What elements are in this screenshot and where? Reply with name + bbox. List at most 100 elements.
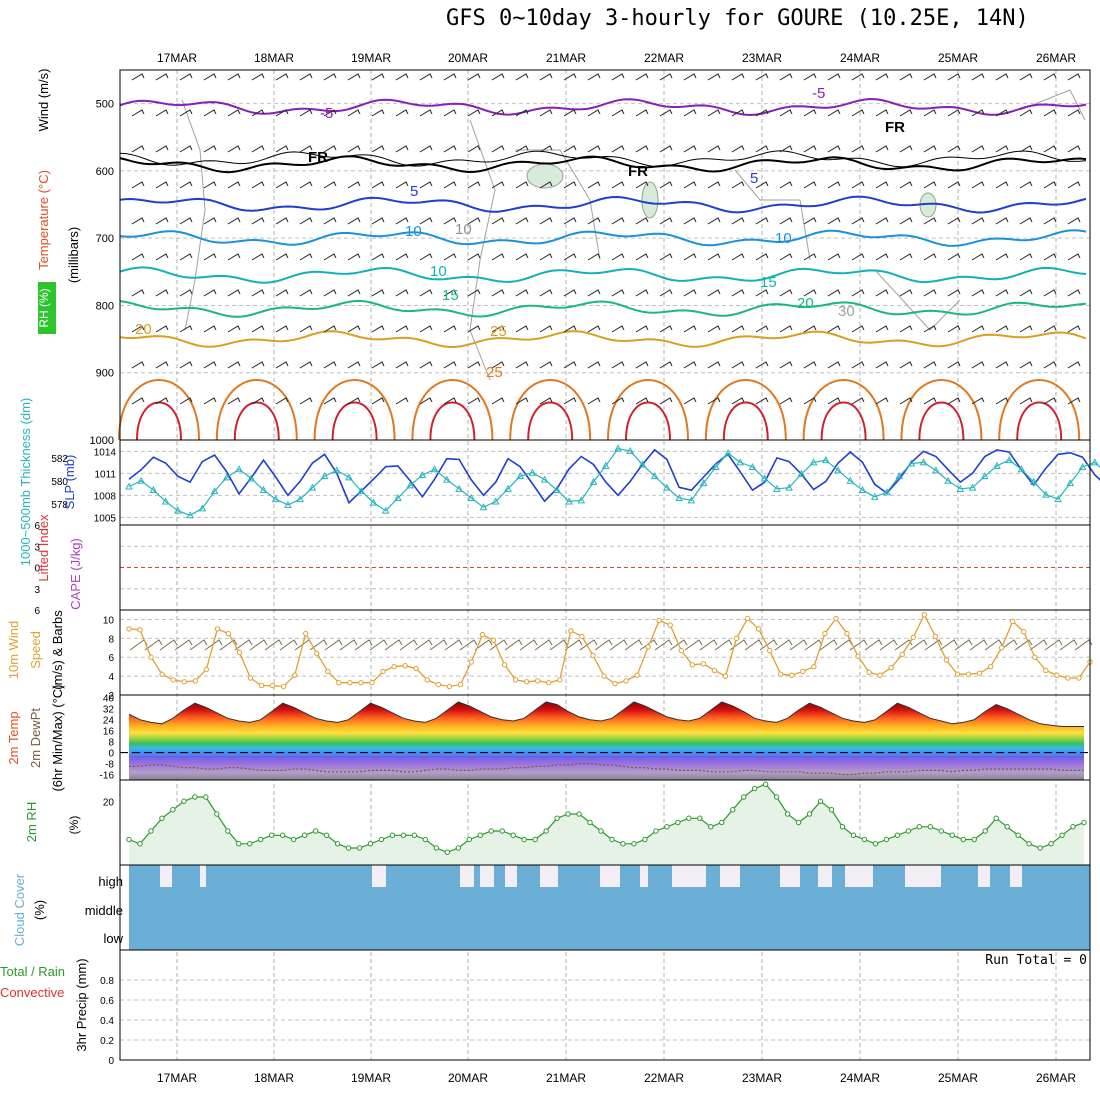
thickness-point [589, 477, 598, 485]
wind-barb [467, 145, 481, 153]
wind-barb-10m [489, 639, 508, 651]
wind-barb [827, 325, 841, 333]
wind-barb [683, 325, 697, 333]
wind-barb [659, 253, 673, 261]
rh-point [927, 824, 934, 830]
cold-band [129, 755, 1084, 780]
wind-barb [779, 217, 793, 225]
thickness-point [1005, 456, 1014, 464]
wind-barb-10m [579, 639, 598, 651]
wind-barb [203, 181, 217, 189]
wind-barb [275, 361, 289, 369]
wind-barb [347, 181, 361, 189]
rh-point [664, 824, 670, 830]
wind-barb [947, 361, 961, 369]
contour-label: 25 [490, 323, 507, 340]
thickness-point [553, 485, 561, 493]
wind-speed-point [678, 647, 684, 654]
wind-barb-10m [594, 639, 613, 651]
wind-barb [395, 325, 409, 333]
wind-speed-point [280, 683, 287, 690]
wind-barb [995, 289, 1009, 297]
rh-point [543, 828, 549, 834]
wind-speed-point [634, 672, 640, 678]
wind-barb-10m [249, 639, 268, 651]
date-label-top: 21MAR [546, 51, 586, 65]
date-label-bottom: 19MAR [351, 1071, 391, 1085]
wind-barb [299, 109, 313, 117]
date-label-bottom: 18MAR [254, 1071, 294, 1085]
cloud-gap [160, 865, 172, 887]
rh-point [675, 819, 681, 826]
wind-barb [875, 289, 889, 297]
wind-barb [1043, 253, 1057, 261]
wind-barb [731, 289, 745, 297]
wind-speed-point [612, 680, 618, 687]
wind-barb [1043, 145, 1057, 153]
wind-barb [851, 217, 865, 225]
wind-barb [419, 253, 433, 261]
wind-barb [851, 289, 865, 297]
wind-barb [371, 289, 385, 297]
contour-label: 20 [797, 295, 814, 312]
panel-frame [119, 949, 1091, 1061]
cloud-gap [818, 865, 832, 887]
wind-barb [347, 217, 361, 225]
thickness-point [235, 465, 243, 473]
wind-barb [779, 289, 793, 297]
wind-barb-10m [159, 639, 178, 651]
wind-barb [155, 325, 169, 333]
wind-barb [299, 181, 313, 189]
hot-contour [331, 401, 378, 441]
wind-barb [539, 109, 553, 117]
thickness-point [1066, 479, 1075, 487]
wind-barb [899, 109, 913, 117]
thickness-point [125, 482, 133, 490]
wind-barb [419, 73, 433, 81]
wind-barb [707, 73, 721, 81]
wind-barb-10m [864, 639, 883, 651]
wind-barb [515, 217, 529, 225]
warm-contour [900, 379, 983, 441]
wind-barb [1067, 253, 1081, 261]
wind-barb [683, 253, 697, 261]
wind-barb [803, 361, 817, 369]
wind-barb-10m [219, 639, 238, 651]
thickness-point [748, 462, 757, 470]
rh-point [565, 811, 571, 817]
wind-barb [683, 289, 697, 297]
contour-label: 15 [442, 287, 459, 304]
temperature-label: Temperature (°C) [36, 170, 51, 270]
wind-barb [803, 325, 817, 333]
wind-barb [827, 181, 841, 189]
wind-barb [539, 361, 553, 369]
wind-barb [1019, 253, 1033, 261]
wind-barb-10m [759, 639, 778, 651]
wind-barb [395, 217, 409, 225]
wind-speed-point [954, 671, 961, 677]
thickness-point [650, 472, 659, 480]
wind-barb [1043, 181, 1057, 189]
wind-barb-10m [849, 639, 868, 651]
contour-label: 10 [430, 263, 447, 280]
wind-barb [1019, 361, 1033, 369]
thickness-point [760, 474, 769, 482]
wind-barb [1043, 361, 1057, 369]
thickness-label: 1000~500mb Thickness (dm) [18, 398, 33, 567]
wind-barb [395, 253, 409, 261]
wind-speed-point [766, 647, 773, 654]
wind-speed-point [733, 635, 740, 642]
wind-barb [443, 73, 457, 81]
temp-tick: -16 [100, 771, 115, 782]
rh-point [751, 785, 758, 792]
thickness-point [932, 466, 940, 474]
wind-barb [347, 253, 361, 261]
wind-tick: 8 [108, 634, 114, 645]
wind-barb [899, 397, 913, 405]
rh-point [444, 849, 451, 855]
rh-point [356, 845, 363, 851]
wind-barb [131, 397, 145, 405]
wind-speed-point [1009, 618, 1016, 625]
rh-point [258, 836, 264, 843]
rh-shade [526, 163, 564, 189]
